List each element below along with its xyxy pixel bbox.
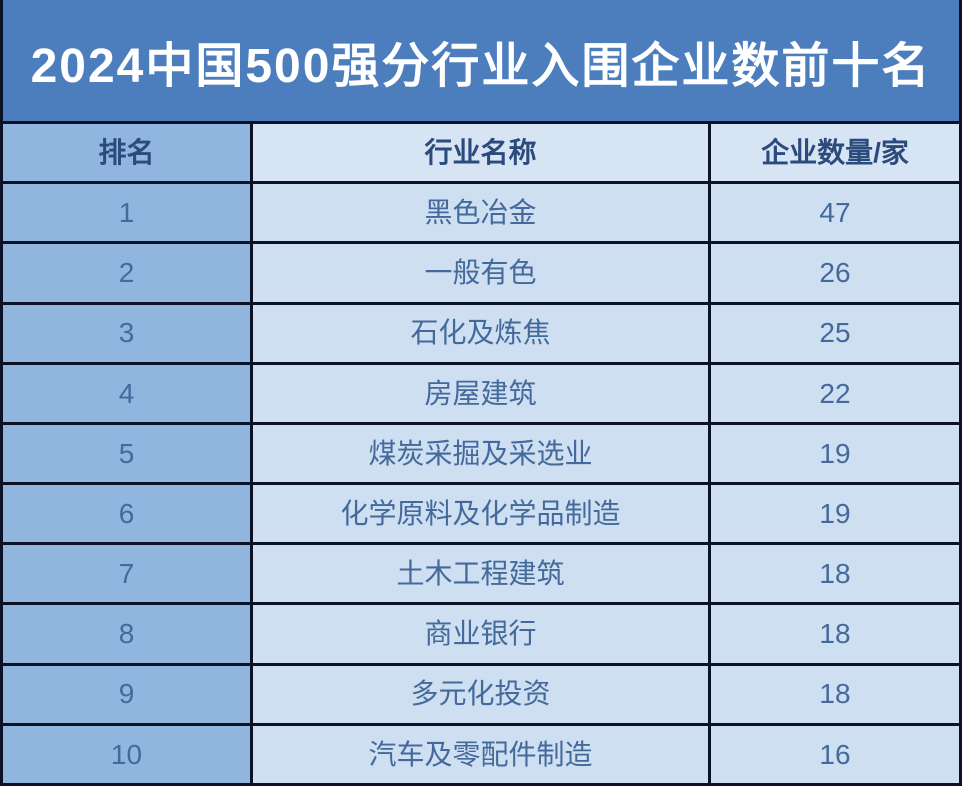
count-cell: 26 bbox=[711, 244, 959, 302]
industry-cell: 房屋建筑 bbox=[253, 364, 708, 422]
title-bar: 2024中国500强分行业入围企业数前十名 bbox=[3, 0, 959, 121]
page-title: 2024中国500强分行业入围企业数前十名 bbox=[30, 39, 932, 93]
count-cell: 47 bbox=[711, 184, 959, 242]
industry-cell: 商业银行 bbox=[253, 605, 708, 663]
count-cell: 18 bbox=[711, 665, 959, 723]
column-header-industry: 行业名称 bbox=[253, 124, 708, 182]
rank-cell: 6 bbox=[3, 485, 250, 543]
rank-cell: 7 bbox=[3, 545, 250, 603]
industry-cell: 煤炭采掘及采选业 bbox=[253, 424, 708, 483]
count-cell: 19 bbox=[711, 485, 959, 543]
count-cell: 16 bbox=[711, 725, 959, 783]
industry-cell: 石化及炼焦 bbox=[253, 304, 708, 362]
industry-cell: 黑色冶金 bbox=[253, 184, 708, 242]
industry-cell: 多元化投资 bbox=[253, 665, 708, 723]
count-cell: 18 bbox=[711, 605, 959, 663]
count-cell: 22 bbox=[711, 364, 959, 422]
industry-cell: 化学原料及化学品制造 bbox=[253, 485, 708, 543]
rank-cell: 8 bbox=[3, 605, 250, 663]
rank-cell: 10 bbox=[3, 725, 250, 783]
industry-cell: 一般有色 bbox=[253, 244, 708, 302]
industry-cell: 汽车及零配件制造 bbox=[253, 725, 708, 783]
rank-cell: 1 bbox=[3, 184, 250, 242]
count-cell: 19 bbox=[711, 424, 959, 483]
rank-cell: 9 bbox=[3, 665, 250, 723]
count-cell: 18 bbox=[711, 545, 959, 603]
industry-cell: 土木工程建筑 bbox=[253, 545, 708, 603]
count-cell: 25 bbox=[711, 304, 959, 362]
rank-cell: 4 bbox=[3, 364, 250, 422]
rank-cell: 5 bbox=[3, 424, 250, 483]
industry-rank-table: 排名 行业名称 企业数量/家 1 黑色冶金 47 2 一般有色 26 3 石化及… bbox=[3, 121, 959, 783]
rank-cell: 3 bbox=[3, 304, 250, 362]
rank-cell: 2 bbox=[3, 244, 250, 302]
column-header-rank: 排名 bbox=[3, 124, 250, 182]
column-header-count: 企业数量/家 bbox=[711, 124, 959, 182]
